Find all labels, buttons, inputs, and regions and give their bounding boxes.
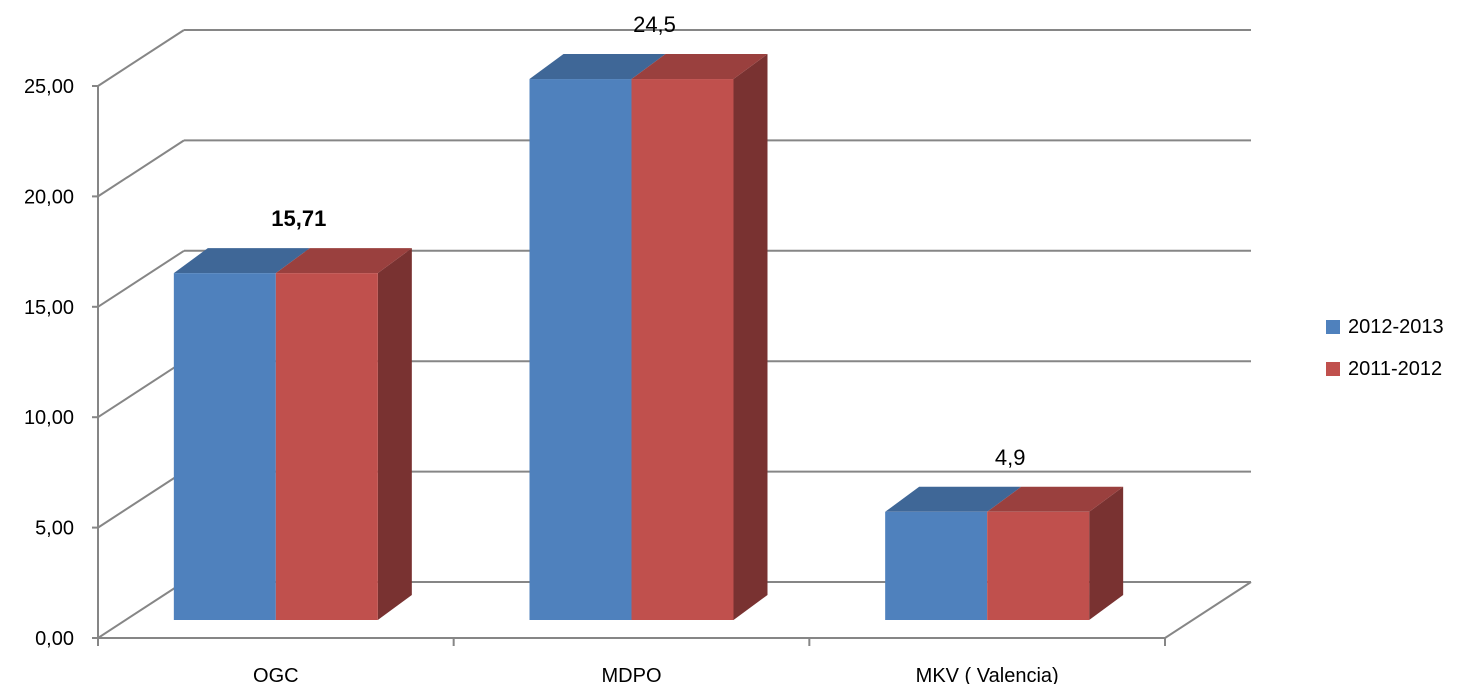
y-tick-label: 0,00 [35, 628, 74, 650]
bar-side [377, 248, 412, 620]
legend-label-series-2: 2011-2012 [1348, 357, 1443, 380]
legend-swatch-series-1 [1326, 320, 1340, 334]
y-tick-label: 15,00 [24, 297, 74, 319]
bar-top [987, 486, 1124, 512]
bar-top [275, 248, 412, 274]
bar-front [173, 273, 276, 620]
gridline-diagonal [97, 29, 185, 87]
x-tick-label: OGC [253, 665, 299, 684]
bar-1-2 [529, 54, 666, 621]
bar-1-1 [173, 248, 310, 620]
labels-layer: 0,00 5,00 10,00 15,00 20,00 25,00 OGC 15,71 MDPO… [24, 12, 1059, 684]
data-label: 15,71 [271, 206, 326, 231]
bar-front [987, 511, 1090, 620]
gridline-diagonal [97, 581, 185, 639]
bar-top [885, 486, 1022, 512]
data-label: 24,5 [633, 12, 676, 37]
y-tick-label: 5,00 [35, 518, 74, 540]
x-tick-label: MKV ( Valencia) [916, 665, 1059, 684]
bar-front [275, 273, 378, 620]
gridline-diagonal [97, 139, 185, 198]
gridline-diagonal [97, 470, 185, 529]
bar-top [631, 54, 768, 80]
bar-1-3 [885, 486, 1022, 620]
legend: 2012-2013 2011-2012 [1326, 313, 1444, 397]
bar-front [631, 79, 734, 621]
data-label: 4,9 [995, 445, 1026, 470]
bar-top [173, 248, 310, 274]
floor-edge-right [1164, 581, 1252, 639]
bar-side [1089, 486, 1124, 620]
bar-front [885, 511, 988, 620]
bar-2-3 [987, 486, 1124, 620]
bar-top [529, 54, 666, 80]
bars-layer [173, 54, 1124, 621]
legend-swatch-series-2 [1326, 362, 1340, 376]
legend-label-series-1: 2012-2013 [1348, 315, 1444, 338]
y-tick-label: 20,00 [24, 186, 74, 208]
x-tick-label: MDPO [602, 665, 662, 684]
y-tick-label: 10,00 [24, 407, 74, 429]
bar-front [529, 79, 632, 621]
legend-item-series-1: 2012-2013 [1326, 313, 1444, 341]
bar-2-1 [275, 248, 412, 620]
gridline-diagonal [97, 249, 185, 308]
y-tick-label: 25,00 [24, 76, 74, 98]
legend-item-series-2: 2011-2012 [1326, 355, 1444, 383]
bar-2-2 [631, 54, 768, 621]
gridline-diagonal [97, 360, 185, 419]
bar-side [733, 54, 768, 621]
